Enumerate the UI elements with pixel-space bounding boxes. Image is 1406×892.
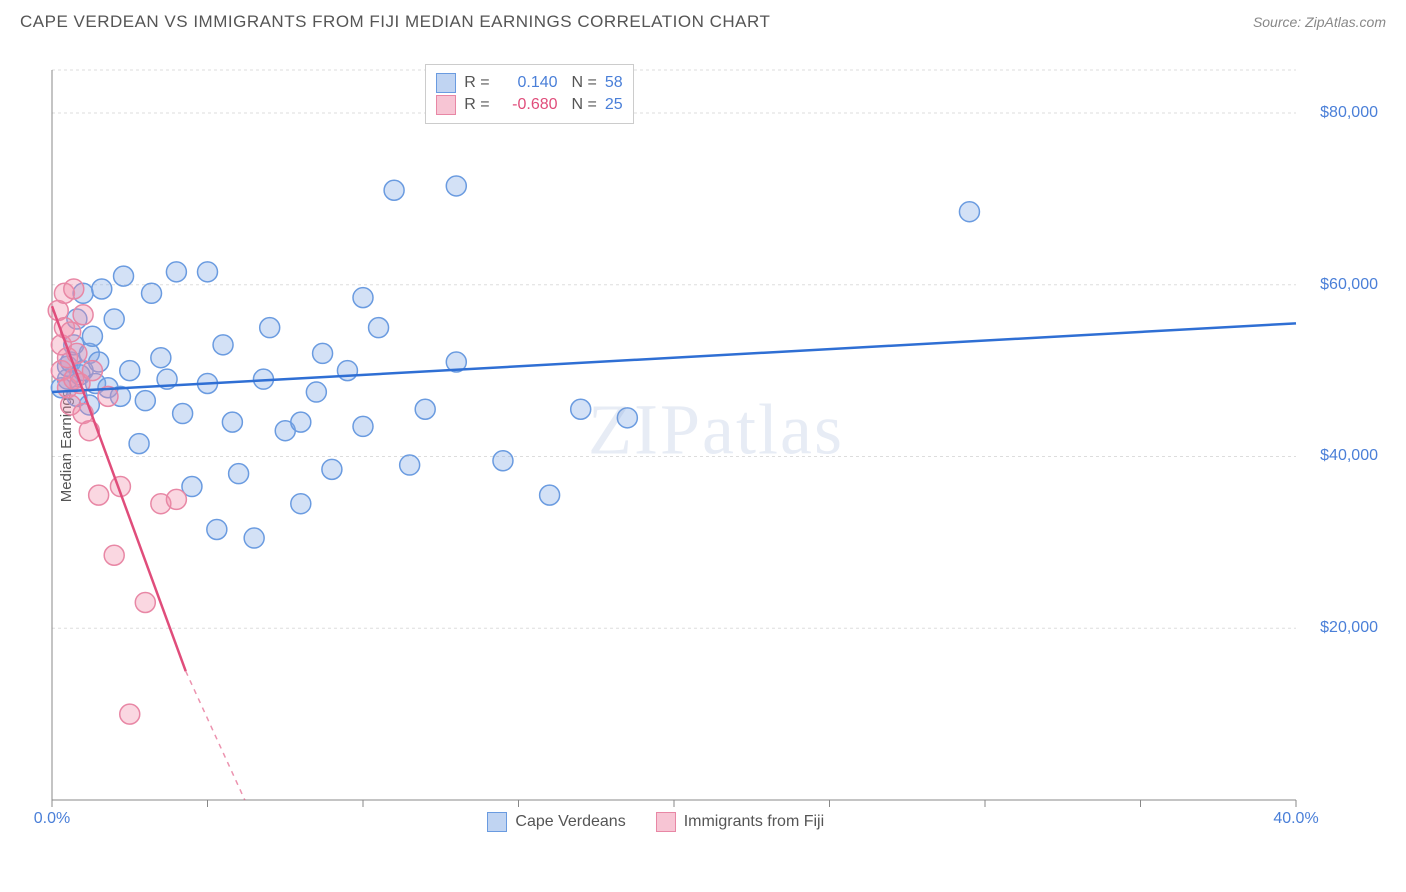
r-label: R = [464, 96, 489, 114]
y-tick-label: $80,000 [1320, 104, 1378, 122]
legend-item: Cape Verdeans [487, 812, 625, 832]
bottom-legend: Cape Verdeans Immigrants from Fiji [487, 812, 824, 832]
y-tick-label: $20,000 [1320, 619, 1378, 637]
legend-item: Immigrants from Fiji [656, 812, 824, 832]
chart-header: CAPE VERDEAN VS IMMIGRANTS FROM FIJI MED… [0, 0, 1406, 40]
legend-swatch [436, 95, 456, 115]
n-value: 25 [605, 96, 623, 114]
y-tick-label: $40,000 [1320, 447, 1378, 465]
r-value: 0.140 [498, 74, 558, 92]
x-tick-label: 40.0% [1273, 810, 1318, 828]
chart-source: Source: ZipAtlas.com [1253, 14, 1386, 30]
chart-title: CAPE VERDEAN VS IMMIGRANTS FROM FIJI MED… [20, 12, 770, 32]
legend-swatch [436, 73, 456, 93]
n-label: N = [572, 96, 597, 114]
chart-svg [46, 60, 1386, 830]
y-tick-label: $60,000 [1320, 276, 1378, 294]
r-label: R = [464, 74, 489, 92]
r-value: -0.680 [498, 96, 558, 114]
stats-legend: R = 0.140 N = 58 R = -0.680 N = 25 [425, 64, 633, 124]
n-value: 58 [605, 74, 623, 92]
stats-legend-row: R = -0.680 N = 25 [436, 95, 622, 115]
legend-swatch [487, 812, 507, 832]
stats-legend-row: R = 0.140 N = 58 [436, 73, 622, 93]
x-tick-label: 0.0% [34, 810, 70, 828]
legend-swatch [656, 812, 676, 832]
chart-plot-area: ZIPatlas R = 0.140 N = 58 R = -0.680 N =… [46, 60, 1386, 830]
legend-label: Immigrants from Fiji [684, 813, 824, 831]
legend-label: Cape Verdeans [515, 813, 625, 831]
n-label: N = [572, 74, 597, 92]
